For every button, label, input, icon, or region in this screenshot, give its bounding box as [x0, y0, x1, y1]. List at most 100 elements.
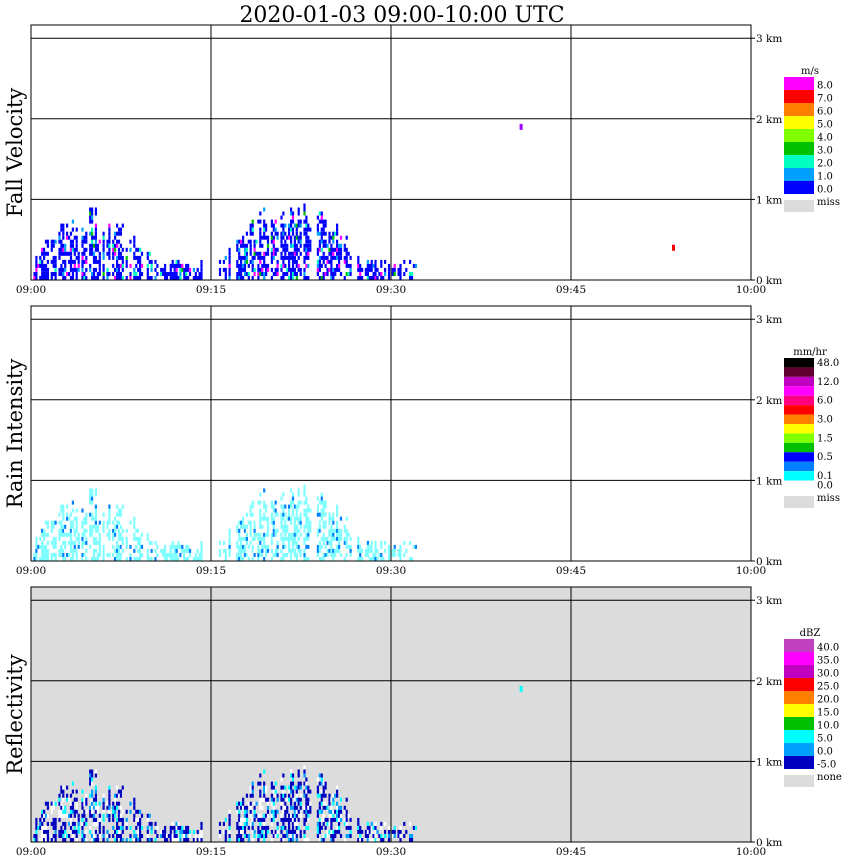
- echo-cell: [336, 532, 339, 537]
- echo-cell: [286, 272, 289, 276]
- echo-cell: [409, 821, 412, 826]
- echo-cell: [336, 247, 339, 252]
- echo-cell: [272, 797, 275, 802]
- echo-cell: [305, 223, 308, 228]
- echo-cell: [236, 838, 239, 842]
- echo-cell: [218, 267, 222, 272]
- echo-cell: [75, 272, 78, 276]
- echo-cell: [41, 247, 44, 252]
- echo-cell: [114, 805, 117, 810]
- echo-cell: [89, 524, 92, 529]
- echo-cell: [44, 829, 48, 834]
- echo-cell: [259, 781, 262, 786]
- echo-cell: [102, 239, 105, 244]
- echo-cell: [238, 838, 241, 842]
- echo-cell: [117, 247, 121, 252]
- echo-cell: [242, 829, 245, 834]
- echo-cell: [280, 276, 283, 280]
- echo-cell: [187, 544, 190, 549]
- echo-cell: [290, 524, 293, 529]
- echo-cell: [173, 263, 176, 268]
- echo-cell: [349, 544, 352, 549]
- echo-cell: [320, 235, 323, 240]
- echo-cell: [364, 834, 367, 838]
- echo-cell: [410, 276, 414, 280]
- echo-cell: [249, 251, 252, 256]
- echo-cell: [164, 825, 167, 830]
- echo-cell: [291, 834, 295, 838]
- echo-cell: [293, 520, 296, 525]
- echo-cell: [330, 553, 333, 557]
- echo-cell: [374, 276, 377, 280]
- echo-cell: [290, 500, 293, 505]
- echo-cell: [91, 781, 94, 786]
- echo-cell: [240, 801, 243, 806]
- echo-cell: [332, 817, 335, 822]
- echo-cell: [276, 235, 279, 240]
- echo-cell: [338, 548, 341, 553]
- grid: [31, 25, 751, 280]
- echo-cell: [349, 267, 352, 272]
- echo-cell: [200, 276, 203, 280]
- echo-cell: [117, 825, 121, 830]
- echo-cell: [96, 247, 99, 252]
- echo-cell: [326, 829, 329, 834]
- echo-cell: [280, 829, 283, 834]
- echo-cell: [119, 834, 122, 838]
- echo-cell: [245, 536, 248, 541]
- echo-cell: [295, 516, 298, 521]
- echo-cell: [228, 838, 231, 842]
- echo-cell: [370, 838, 373, 842]
- echo-cell: [328, 267, 331, 272]
- echo-cell: [91, 838, 94, 842]
- echo-cell: [265, 785, 268, 790]
- echo-cell: [129, 239, 132, 244]
- echo-cell: [150, 259, 153, 264]
- echo-cell: [228, 528, 231, 533]
- echo-cell: [266, 516, 270, 521]
- echo-cell: [336, 512, 339, 517]
- echo-cell: [75, 276, 78, 280]
- echo-cell: [83, 239, 86, 244]
- echo-cell: [320, 773, 323, 778]
- echo-cell: [89, 548, 92, 553]
- echo-cell: [171, 821, 174, 826]
- echo-cell: [240, 825, 243, 830]
- echo-cell: [108, 235, 111, 240]
- echo-cell: [409, 834, 412, 838]
- echo-cell: [253, 817, 256, 822]
- echo-cell: [270, 781, 273, 786]
- echo-cell: [68, 259, 71, 264]
- echo-cell: [290, 773, 293, 778]
- x-tick-label: 09:15: [196, 565, 226, 577]
- isolated-echo: [519, 123, 523, 130]
- echo-cell: [263, 817, 266, 822]
- echo-cell: [243, 532, 247, 537]
- echo-cell: [81, 508, 84, 513]
- echo-cell: [200, 834, 203, 838]
- echo-cell: [345, 553, 348, 557]
- echo-cell: [366, 829, 369, 834]
- echo-cell: [374, 825, 377, 830]
- echo-cell: [91, 809, 94, 814]
- echo-cell: [133, 272, 136, 276]
- echo-cell: [251, 227, 254, 232]
- echo-cell: [139, 276, 142, 280]
- echo-cell: [251, 544, 254, 549]
- echo-cell: [286, 809, 289, 814]
- echo-cell: [160, 553, 163, 557]
- y-tick-label: 0 km: [756, 275, 782, 287]
- echo-cell: [247, 825, 250, 830]
- echo-cell: [249, 785, 252, 790]
- echo-cell: [334, 548, 337, 553]
- echo-cell: [261, 544, 264, 549]
- echo-cell: [169, 838, 172, 842]
- echo-cell: [194, 272, 197, 276]
- echo-cell: [286, 829, 289, 834]
- echo-cell: [297, 235, 300, 240]
- echo-cell: [91, 516, 94, 521]
- echo-cell: [253, 813, 256, 818]
- echo-cell: [240, 524, 243, 529]
- echo-cell: [169, 557, 172, 561]
- echo-cell: [154, 267, 157, 272]
